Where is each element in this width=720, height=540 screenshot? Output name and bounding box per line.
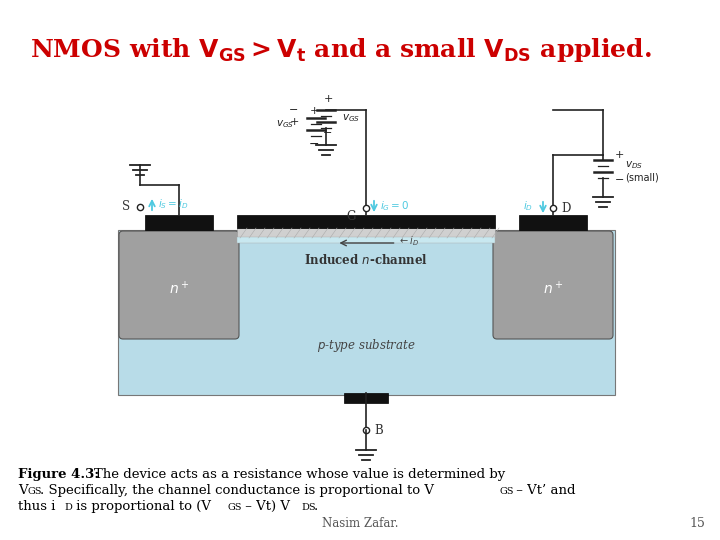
Text: +: + xyxy=(289,117,299,127)
Text: – Vt) V: – Vt) V xyxy=(241,500,290,513)
Text: . Specifically, the channel conductance is proportional to V: . Specifically, the channel conductance … xyxy=(40,484,434,497)
Text: .: . xyxy=(314,500,318,513)
Text: $v_{GS}$: $v_{GS}$ xyxy=(342,112,360,124)
Text: $\leftarrow i_D$: $\leftarrow i_D$ xyxy=(398,234,420,248)
Text: The device acts as a resistance whose value is determined by: The device acts as a resistance whose va… xyxy=(94,468,505,481)
FancyBboxPatch shape xyxy=(119,231,239,339)
Bar xyxy=(145,215,213,230)
Bar xyxy=(237,237,495,243)
Text: $i_S = i_D$: $i_S = i_D$ xyxy=(158,197,189,211)
Text: +: + xyxy=(323,94,333,104)
Bar xyxy=(118,230,615,395)
Text: D: D xyxy=(561,201,570,214)
Bar xyxy=(237,215,495,228)
Text: V: V xyxy=(18,484,27,497)
Text: $n^+$: $n^+$ xyxy=(168,280,189,298)
Text: −: − xyxy=(309,138,319,151)
Text: −: − xyxy=(615,175,624,185)
Text: is proportional to (V: is proportional to (V xyxy=(72,500,211,513)
Bar xyxy=(237,228,495,238)
Text: D: D xyxy=(64,503,72,512)
Text: NMOS with $\mathbf{V_{GS} > V_t}$ and a small $\mathbf{V_{DS}}$ applied.: NMOS with $\mathbf{V_{GS} > V_t}$ and a … xyxy=(30,36,652,64)
Text: −: − xyxy=(323,128,333,138)
Text: Figure 4.3:: Figure 4.3: xyxy=(18,468,99,481)
Text: +: + xyxy=(310,106,319,116)
Bar xyxy=(519,215,587,230)
Text: GS: GS xyxy=(499,487,513,496)
Bar xyxy=(344,393,388,403)
Text: $i_D$: $i_D$ xyxy=(523,199,533,213)
Text: – Vt’ and: – Vt’ and xyxy=(512,484,575,497)
Text: +: + xyxy=(615,150,624,160)
Text: $p$-type substrate: $p$-type substrate xyxy=(318,337,416,354)
FancyBboxPatch shape xyxy=(493,231,613,339)
Text: $i_G = 0$: $i_G = 0$ xyxy=(380,199,410,213)
Text: Nasim Zafar.: Nasim Zafar. xyxy=(322,517,398,530)
Text: GS: GS xyxy=(228,503,243,512)
Text: $n^+$: $n^+$ xyxy=(543,280,563,298)
Text: Induced $n$-channel: Induced $n$-channel xyxy=(305,253,428,267)
Text: B: B xyxy=(374,423,383,436)
Text: 15: 15 xyxy=(689,517,705,530)
Text: GS: GS xyxy=(27,487,42,496)
Text: S: S xyxy=(122,200,130,213)
Text: (small): (small) xyxy=(625,172,659,182)
Text: thus i: thus i xyxy=(18,500,55,513)
Text: −: − xyxy=(289,105,299,115)
Text: DS: DS xyxy=(301,503,315,512)
Text: $v_{DS}$: $v_{DS}$ xyxy=(625,159,643,171)
Text: $v_{GS}$: $v_{GS}$ xyxy=(276,118,294,130)
Text: G: G xyxy=(346,210,356,222)
